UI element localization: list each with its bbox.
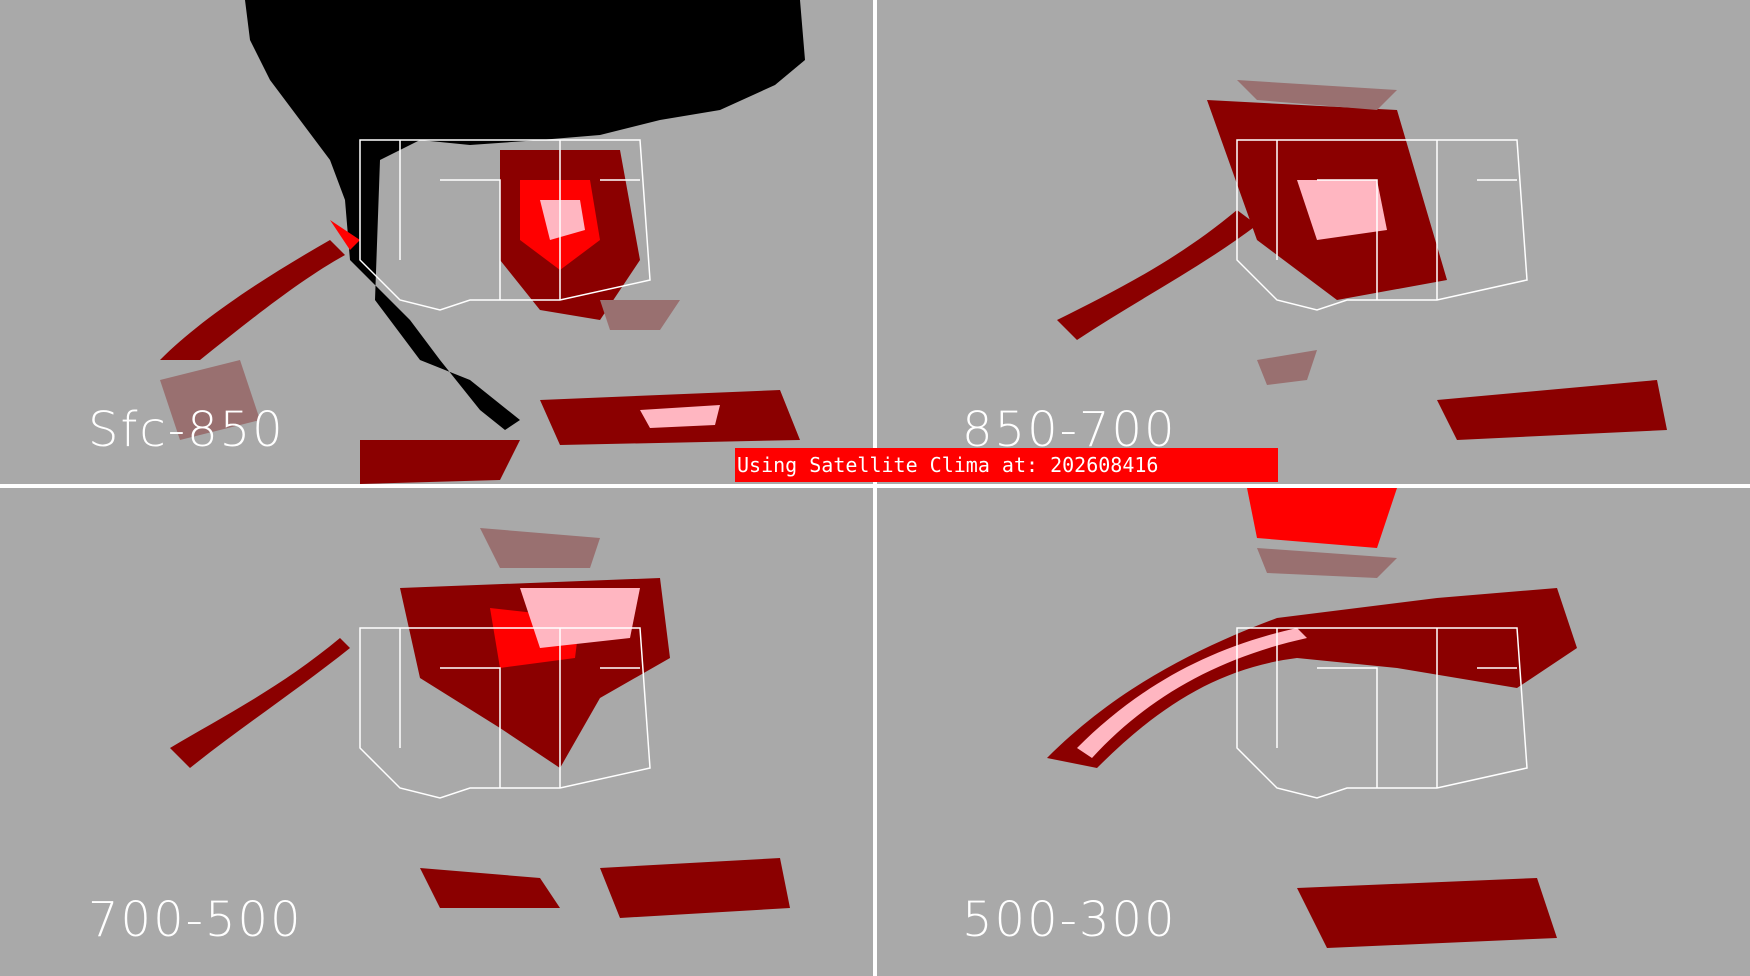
- vertical-divider: [873, 0, 877, 976]
- panel-700-500-map: [0, 488, 873, 976]
- moisture-red: [1247, 488, 1397, 548]
- moisture-red: [330, 180, 600, 270]
- panel-850-700-map: [877, 0, 1750, 484]
- moisture-dark-red: [170, 578, 790, 918]
- moisture-mauve: [480, 528, 600, 568]
- panel-label-700-500: 700-500: [88, 892, 303, 948]
- moisture-mauve: [160, 300, 680, 440]
- moisture-pink: [540, 200, 720, 428]
- panel-label-850-700: 850-700: [962, 402, 1177, 458]
- horizontal-divider: [0, 484, 1750, 488]
- panel-label-sfc-850: Sfc-850: [88, 402, 285, 458]
- moisture-pink: [520, 588, 640, 648]
- moisture-pink: [1297, 180, 1387, 240]
- moisture-dark-red: [1057, 100, 1667, 440]
- state-outlines: [1236, 139, 1528, 311]
- state-outlines: [359, 139, 651, 311]
- satellite-clima-banner: Using Satellite Clima at: 202608416: [735, 448, 1278, 482]
- state-outlines: [1236, 627, 1528, 799]
- panel-label-500-300: 500-300: [962, 892, 1177, 948]
- panel-sfc-850-map: [0, 0, 873, 484]
- panel-500-300-map: [877, 488, 1750, 976]
- moisture-pink: [1077, 628, 1307, 758]
- mask-land: [245, 0, 805, 430]
- moisture-dark-red: [160, 150, 800, 484]
- state-outlines: [359, 627, 651, 799]
- moisture-mauve: [1257, 548, 1397, 578]
